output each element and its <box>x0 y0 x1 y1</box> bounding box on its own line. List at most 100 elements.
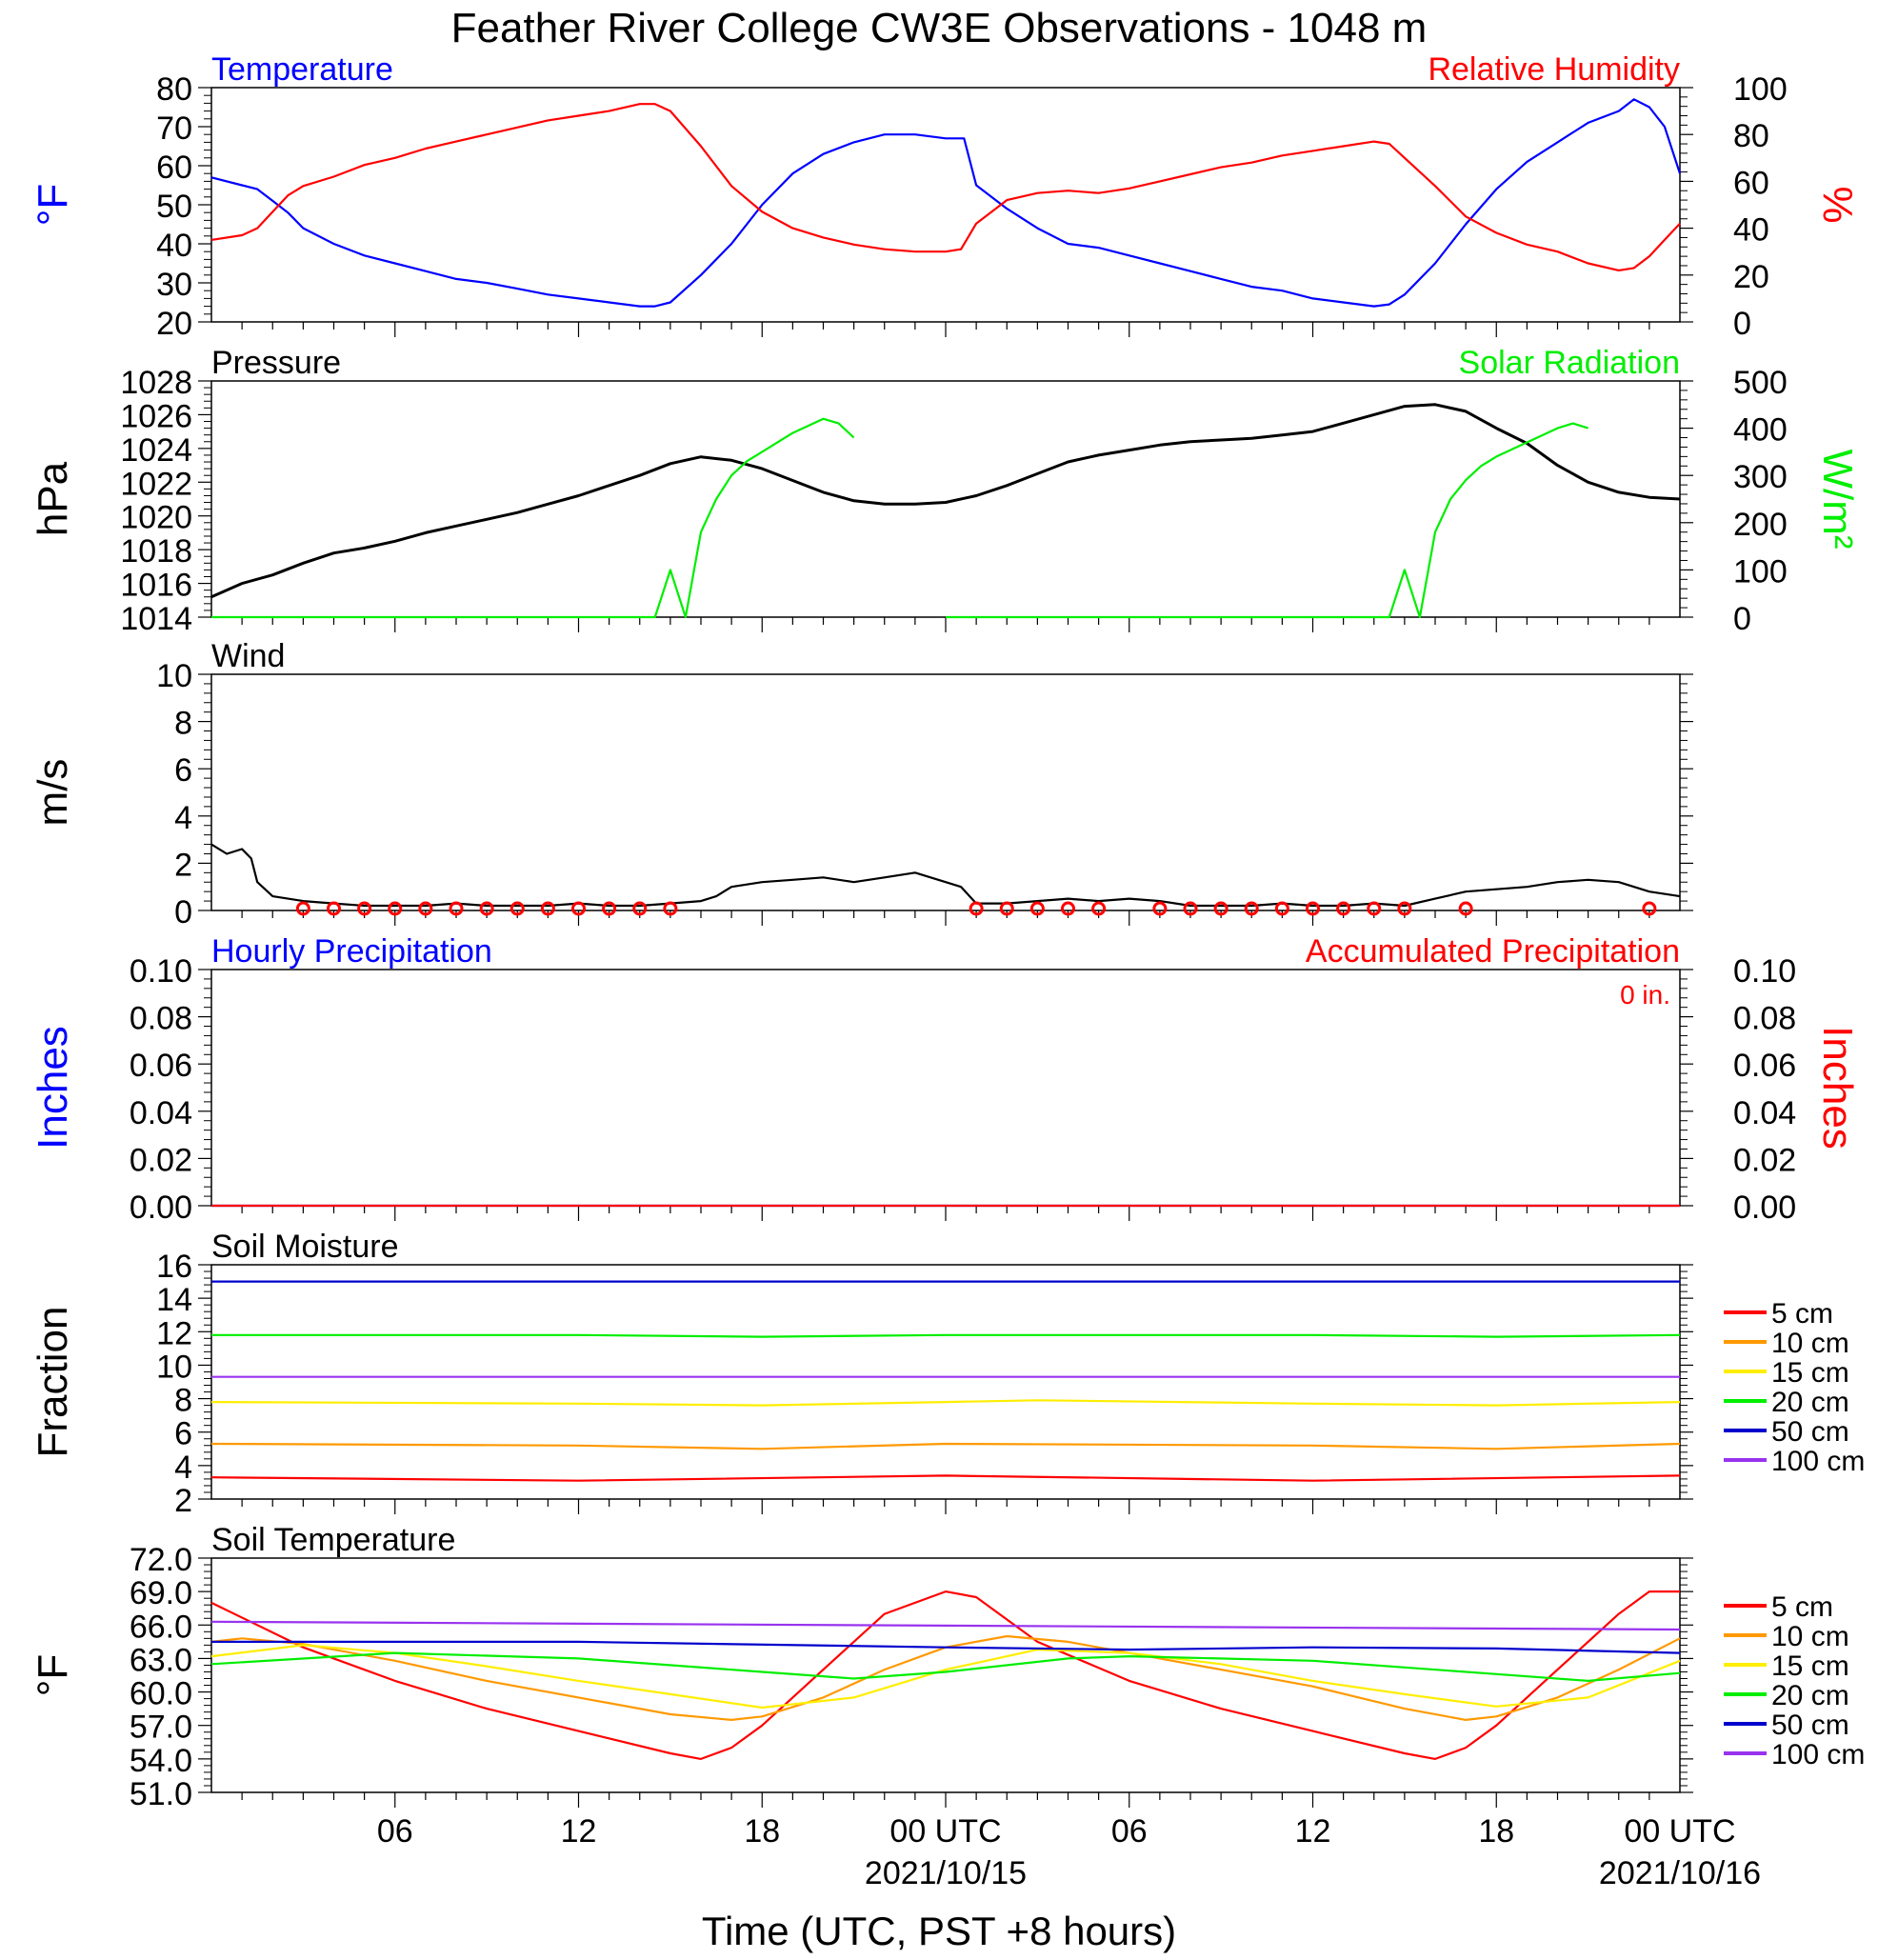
x-axis-label: Time (UTC, PST +8 hours) <box>702 1909 1176 1953</box>
calm-wind-marker <box>1642 901 1657 916</box>
y-tick-label-left: 0.08 <box>130 1001 192 1037</box>
series-line <box>210 98 1682 308</box>
panel-title-right: Relative Humidity <box>1428 51 1680 88</box>
y-axis-label-left: Inches <box>30 1026 76 1150</box>
calm-wind-marker <box>1029 901 1045 916</box>
y-tick-label-left: 1014 <box>120 601 192 637</box>
calm-wind-marker <box>357 901 372 916</box>
y-tick-label-right: 60 <box>1733 165 1769 201</box>
panel-title-left: Pressure <box>211 345 341 381</box>
x-tick-label: 18 <box>1478 1813 1514 1850</box>
y-tick-label-right: 300 <box>1733 459 1788 495</box>
y-tick-label-left: 0.04 <box>130 1095 192 1131</box>
y-tick-label-left: 60.0 <box>130 1676 192 1712</box>
y-tick-label-left: 4 <box>174 1450 192 1486</box>
x-tick-date: 2021/10/16 <box>1599 1855 1761 1891</box>
y-tick-label-left: 63.0 <box>130 1642 192 1678</box>
x-tick-labels: 06 12 18 00 UTC 2021/10/15 06 12 18 00 UTC 2021/1… <box>377 1813 1761 1891</box>
y-tick-label-left: 40 <box>156 228 192 264</box>
legend-label: 100 cm <box>1771 1446 1865 1477</box>
y-tick-label-left: 6 <box>174 1416 192 1452</box>
calm-wind-marker <box>1061 901 1075 916</box>
series-line <box>210 103 1681 271</box>
y-tick-label-right: 0 <box>1733 601 1751 637</box>
y-tick-label-left: 69.0 <box>130 1575 192 1611</box>
plot-frame <box>210 1557 1681 1793</box>
legend-label: 20 cm <box>1771 1680 1849 1711</box>
plot-frame <box>210 969 1681 1207</box>
calm-wind-marker <box>295 901 310 916</box>
panel-title-right: Solar Radiation <box>1459 345 1680 381</box>
legend-label: 15 cm <box>1771 1357 1849 1389</box>
legend-label: 5 cm <box>1771 1298 1833 1330</box>
y-tick-label-left: 1020 <box>120 500 192 536</box>
plot-frame <box>210 673 1681 911</box>
y-tick-label-left: 0.00 <box>130 1190 192 1226</box>
y-tick-label-left: 8 <box>174 1383 192 1419</box>
y-axis-label-right: Inches <box>1814 1026 1861 1150</box>
y-tick-label-right: 0.10 <box>1733 953 1796 990</box>
calm-wind-marker <box>1336 901 1351 916</box>
series-line <box>210 1442 1681 1450</box>
y-tick-label-left: 70 <box>156 110 192 147</box>
calm-wind-marker <box>632 901 648 916</box>
y-tick-label-right: 100 <box>1733 553 1788 590</box>
y-tick-label-left: 2 <box>174 847 192 883</box>
calm-wind-marker <box>418 901 433 916</box>
y-axis-label-left: m/s <box>30 759 76 827</box>
y-tick-label-left: 1022 <box>120 466 192 502</box>
calm-wind-marker <box>1244 901 1259 916</box>
y-tick-label-right: 0.04 <box>1733 1095 1796 1131</box>
y-tick-label-left: 1016 <box>120 568 192 604</box>
y-tick-label-right: 20 <box>1733 259 1769 295</box>
series-line <box>210 1651 1681 1683</box>
calm-wind-marker <box>969 901 984 916</box>
calm-wind-marker <box>479 901 494 916</box>
y-tick-label-left: 6 <box>174 752 192 789</box>
plot-frame <box>210 1264 1681 1500</box>
plot-frame <box>210 87 1681 323</box>
x-tick-label: 06 <box>1111 1813 1148 1850</box>
y-tick-label-left: 66.0 <box>130 1609 192 1645</box>
y-tick-label-left: 1028 <box>120 365 192 401</box>
y-tick-label-left: 30 <box>156 267 192 303</box>
calm-wind-marker <box>388 901 403 916</box>
calm-wind-marker <box>1306 901 1320 916</box>
y-tick-label-left: 0.10 <box>130 953 192 990</box>
y-tick-label-right: 100 <box>1733 71 1788 108</box>
panel-title-left: Hourly Precipitation <box>211 933 492 970</box>
panel-title-right: Accumulated Precipitation <box>1306 933 1680 970</box>
y-tick-label-right: 0 <box>1733 306 1751 342</box>
calm-wind-marker <box>509 901 525 916</box>
y-tick-label-right: 200 <box>1733 507 1788 543</box>
legend-label: 10 cm <box>1771 1621 1849 1652</box>
y-axis-label-right: % <box>1814 186 1861 223</box>
y-tick-label-left: 20 <box>156 306 192 342</box>
series-line <box>210 843 1681 908</box>
panel-title-left: Soil Moisture <box>211 1229 399 1265</box>
series-line <box>210 1620 1681 1631</box>
y-tick-label-right: 0.02 <box>1733 1142 1796 1178</box>
y-tick-label-left: 72.0 <box>130 1542 192 1578</box>
y-tick-label-left: 57.0 <box>130 1710 192 1746</box>
x-tick-label: 06 <box>377 1813 413 1850</box>
panel-wind: 0 2 4 6 8 10 Wind m/s <box>30 638 1693 930</box>
y-tick-label-left: 16 <box>156 1249 192 1285</box>
chart-title: Feather River College CW3E Observations … <box>451 5 1428 51</box>
y-tick-label-left: 60 <box>156 150 192 186</box>
legend-label: 5 cm <box>1771 1591 1833 1623</box>
y-tick-label-left: 51.0 <box>130 1776 192 1812</box>
panel-precip: 0.00 0.02 0.04 0.06 0.08 0.10 0.00 0.02 0.04 0.06… <box>30 933 1861 1226</box>
series-line <box>211 417 855 619</box>
y-tick-label-left: 0.06 <box>130 1048 192 1084</box>
y-tick-label-left: 2 <box>174 1483 192 1519</box>
y-tick-label-left: 1018 <box>120 533 192 570</box>
panel-soil_temperature: 51.054.057.060.063.066.069.072.0 Soil Tem… <box>30 1522 1865 1812</box>
calm-wind-marker <box>1213 901 1229 916</box>
y-tick-label-left: 14 <box>156 1282 192 1318</box>
calm-wind-marker <box>1367 901 1382 916</box>
calm-wind-marker <box>1152 901 1168 916</box>
calm-wind-marker <box>327 901 341 916</box>
